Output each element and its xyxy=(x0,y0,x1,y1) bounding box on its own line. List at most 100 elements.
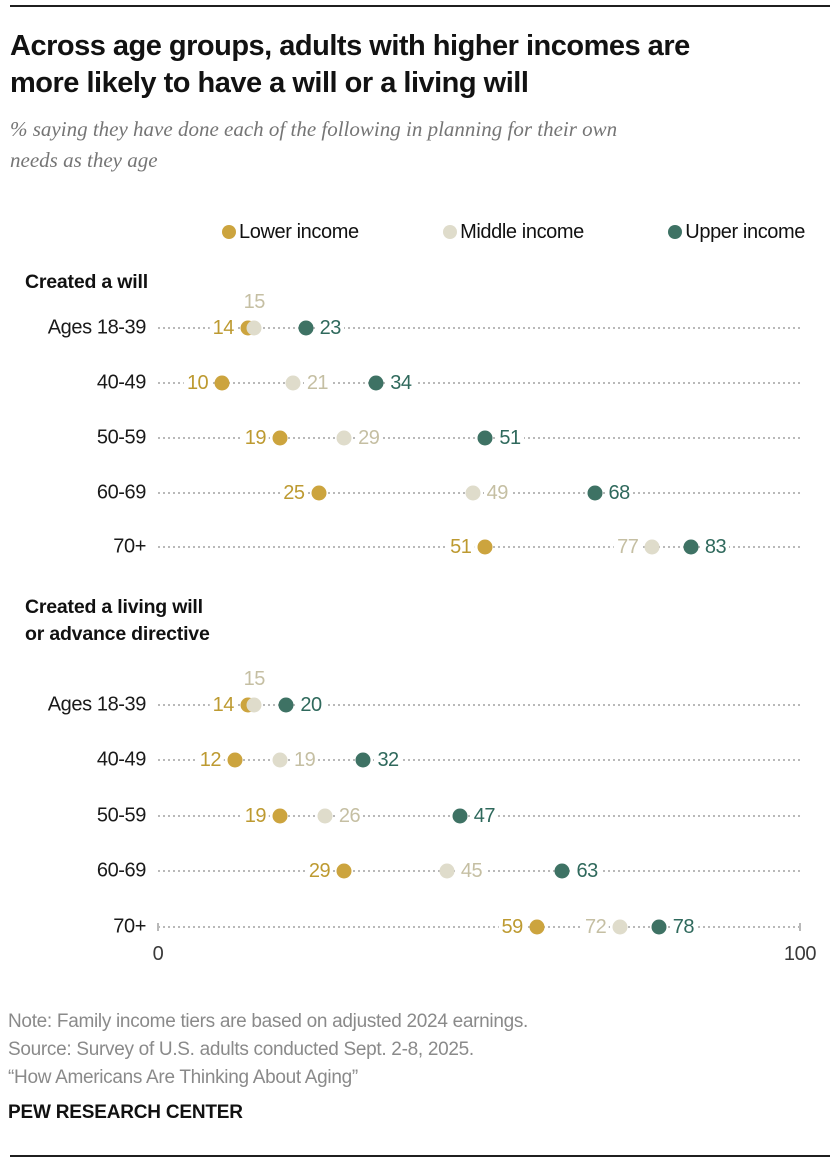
lower-income-dot xyxy=(214,375,230,391)
section-header-line: or advance directive xyxy=(25,623,210,645)
legend-item-label: Upper income xyxy=(685,220,805,243)
upper-income-value-label: 68 xyxy=(605,481,633,505)
axis-tick xyxy=(157,923,159,931)
age-label: Ages 18-39 xyxy=(47,316,147,339)
middle-income-dot xyxy=(336,430,352,446)
middle-income-value-label: 49 xyxy=(483,481,511,505)
middle-income-dot xyxy=(246,697,262,713)
chart-subtitle-line-1: % saying they have done each of the foll… xyxy=(10,117,618,141)
legend-item-middle-income: Middle income xyxy=(443,221,584,244)
legend-item-label: Middle income xyxy=(460,220,584,243)
lower-income-value-label: 25 xyxy=(280,481,308,505)
middle-income-dot xyxy=(317,808,333,824)
middle-income-dot xyxy=(439,863,455,879)
lower-income-value-label: 59 xyxy=(498,915,526,939)
leader-line xyxy=(158,382,800,384)
section-header: Created a living will or advance directiv… xyxy=(25,594,210,648)
leader-line xyxy=(158,327,800,329)
lower-income-value-label: 12 xyxy=(196,748,225,772)
legend-dot-icon xyxy=(222,225,236,239)
age-label: 50-59 xyxy=(96,426,147,449)
middle-income-dot xyxy=(246,320,262,336)
middle-income-value-label: 21 xyxy=(303,371,332,395)
upper-income-value-label: 34 xyxy=(387,371,415,395)
middle-income-dot xyxy=(465,485,481,501)
upper-income-dot xyxy=(651,919,667,935)
bottom-rule xyxy=(10,1155,830,1157)
upper-income-dot xyxy=(683,539,699,555)
middle-income-value-label: 29 xyxy=(355,426,383,450)
leader-line xyxy=(158,759,800,761)
upper-income-value-label: 23 xyxy=(316,316,344,340)
upper-income-value-label: 63 xyxy=(573,859,601,883)
lower-income-dot xyxy=(227,752,243,768)
lower-income-value-label: 19 xyxy=(241,804,269,828)
axis-label-100: 100 xyxy=(783,943,817,965)
footer-notes: Note: Family income tiers are based on a… xyxy=(8,1008,808,1092)
section-header: Created a will xyxy=(25,269,148,296)
middle-income-value-label: 72 xyxy=(581,915,610,939)
lower-income-value-label: 14 xyxy=(209,316,237,340)
lower-income-dot xyxy=(336,863,352,879)
middle-income-dot xyxy=(272,752,288,768)
section-header-line: Created a living will xyxy=(25,596,203,618)
upper-income-value-label: 78 xyxy=(669,915,697,939)
age-label: 70+ xyxy=(113,535,146,558)
chart-subtitle: % saying they have done each of the foll… xyxy=(10,114,800,176)
lower-income-dot xyxy=(477,539,493,555)
lower-income-dot xyxy=(311,485,326,501)
legend: Lower income Middle income Upper income xyxy=(222,221,805,243)
legend-item-lower-income: Lower income xyxy=(222,221,359,244)
middle-income-value-label: 77 xyxy=(614,535,642,559)
upper-income-value-label: 20 xyxy=(297,693,325,717)
upper-income-value-label: 83 xyxy=(701,535,730,559)
lower-income-value-label: 14 xyxy=(209,693,237,717)
age-label: 60-69 xyxy=(96,859,147,882)
legend-dot-icon xyxy=(668,225,683,239)
axis-label-0: 0 xyxy=(152,943,164,965)
axis-tick xyxy=(799,923,801,931)
age-label: Ages 18-39 xyxy=(47,693,147,716)
upper-income-dot xyxy=(298,320,314,336)
lower-income-value-label: 19 xyxy=(241,426,269,450)
upper-income-dot xyxy=(452,808,468,824)
age-label: 50-59 xyxy=(96,804,147,827)
age-label: 40-49 xyxy=(96,748,147,771)
middle-income-value-label: 26 xyxy=(335,804,364,828)
lower-income-value-label: 10 xyxy=(183,371,212,395)
chart-subtitle-line-2: needs as they age xyxy=(10,148,158,172)
middle-income-value-label: 45 xyxy=(457,859,486,883)
legend-item-label: Lower income xyxy=(239,220,359,243)
lower-income-dot xyxy=(272,808,288,824)
footer-citation: “How Americans Are Thinking About Aging” xyxy=(8,1067,358,1088)
upper-income-value-label: 51 xyxy=(496,426,524,450)
leader-line xyxy=(158,926,800,928)
upper-income-dot xyxy=(477,430,493,446)
footer-source: Source: Survey of U.S. adults conducted … xyxy=(8,1039,474,1060)
middle-income-value-label: 15 xyxy=(240,667,268,691)
chart-title-line-2: more likely to have a will or a living w… xyxy=(10,67,529,99)
upper-income-dot xyxy=(554,863,570,879)
lower-income-value-label: 29 xyxy=(305,859,334,883)
upper-income-value-label: 32 xyxy=(374,748,402,772)
upper-income-dot xyxy=(587,485,603,501)
leader-line xyxy=(158,704,800,706)
age-label: 70+ xyxy=(113,915,146,938)
lower-income-value-label: 51 xyxy=(447,535,475,559)
middle-income-dot xyxy=(612,919,628,935)
legend-dot-icon xyxy=(443,225,458,239)
age-label: 60-69 xyxy=(96,481,147,504)
middle-income-dot xyxy=(644,539,660,555)
brand-wordmark: PEW RESEARCH CENTER xyxy=(8,1102,243,1123)
section-header-line: Created a will xyxy=(25,271,148,293)
age-label: 40-49 xyxy=(96,371,147,394)
lower-income-dot xyxy=(529,919,545,935)
upper-income-value-label: 47 xyxy=(470,804,498,828)
upper-income-dot xyxy=(355,752,371,768)
top-rule xyxy=(10,5,830,7)
upper-income-dot xyxy=(368,375,384,391)
footer-note: Note: Family income tiers are based on a… xyxy=(8,1011,529,1032)
legend-item-upper-income: Upper income xyxy=(668,221,805,244)
middle-income-dot xyxy=(285,375,301,391)
